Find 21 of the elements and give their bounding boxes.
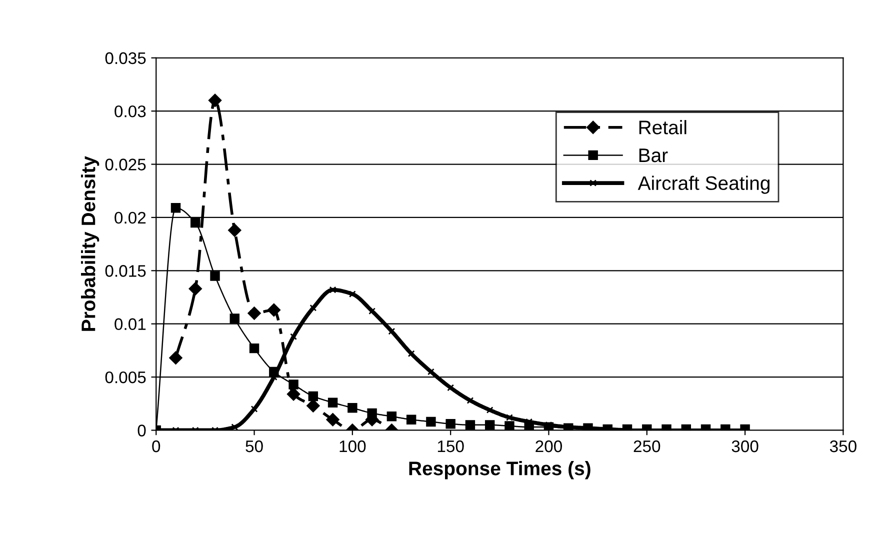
x-tick-label: 200 [536, 440, 562, 452]
x-tick-label: 250 [634, 440, 660, 452]
x-tick-label: 150 [438, 440, 464, 452]
y-tick-label: 0.02 [114, 212, 146, 224]
y-tick-label: 0.03 [114, 105, 146, 118]
y-tick-label: 0.025 [105, 158, 146, 170]
x-axis-title: Response Times (s) [409, 461, 590, 480]
legend-label: Aircraft Seating [638, 176, 770, 194]
y-tick-label: 0.01 [114, 318, 146, 330]
x-tick-label: 50 [246, 440, 263, 452]
x-tick-label: 100 [340, 440, 366, 452]
legend-label: Retail [639, 120, 686, 134]
y-tick-label: 0.035 [105, 52, 146, 64]
x-tick-label: 0 [152, 440, 160, 452]
y-tick-label: 0.015 [105, 265, 146, 277]
y-axis-title: Probability Density [81, 156, 100, 331]
x-tick-label: 300 [732, 440, 758, 452]
x-tick-label: 350 [830, 440, 856, 452]
legend-label: Bar [639, 148, 668, 162]
y-tick-label: 0 [138, 424, 146, 436]
y-tick-label: 0.005 [105, 371, 146, 384]
